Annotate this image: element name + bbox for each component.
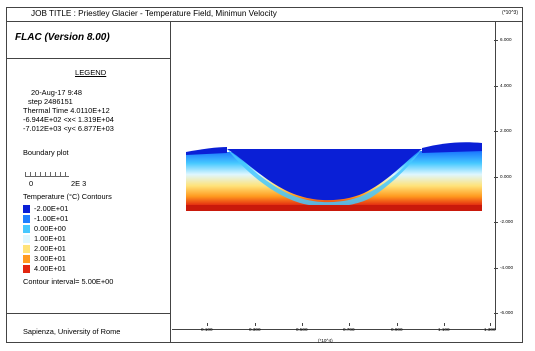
- boundary-scale-min: 0: [29, 179, 34, 188]
- x-tick-mark: [255, 323, 256, 326]
- temperature-field: [186, 142, 482, 211]
- step-count: step 2486151: [28, 97, 73, 106]
- contour-swatch: [23, 265, 30, 273]
- institution: Sapienza, University of Rome: [23, 327, 121, 336]
- x-tick-label: 0.300: [249, 327, 261, 332]
- y-tick-mark: [494, 268, 498, 269]
- y-tick-label: -6.000: [500, 310, 514, 315]
- contour-swatch: [23, 225, 30, 233]
- contour-label: -2.00E+01: [34, 204, 69, 213]
- y-tick-label: -4.000: [500, 265, 514, 270]
- thermal-time: Thermal Time 4.0110E+12: [23, 106, 110, 115]
- y-tick-mark: [494, 222, 498, 223]
- contour-label: 4.00E+01: [34, 264, 66, 273]
- y-range: -7.012E+03 <y< 6.877E+03: [23, 124, 114, 133]
- contour-swatch: [23, 215, 30, 223]
- hot-base: [186, 205, 482, 211]
- y-tick-mark: [494, 313, 498, 314]
- x-axis-scale-factor: (*10^4): [318, 338, 333, 343]
- ice-top-left: [186, 147, 227, 155]
- legend-heading: LEGEND: [75, 68, 107, 77]
- x-tick-mark: [444, 323, 445, 326]
- x-tick-label: 1.100: [438, 327, 450, 332]
- boundary-scale-ruler: [25, 170, 69, 177]
- y-tick-mark: [494, 177, 498, 178]
- contour-label: 3.00E+01: [34, 254, 66, 263]
- contour-label: 0.00E+00: [34, 224, 66, 233]
- contour-interval: Contour interval= 5.00E+00: [23, 277, 114, 286]
- contour-swatch: [23, 255, 30, 263]
- contour-label: -1.00E+01: [34, 214, 69, 223]
- software-version: FLAC (Version 8.00): [15, 32, 110, 43]
- contour-swatch: [23, 205, 30, 213]
- contour-label: 2.00E+01: [34, 244, 66, 253]
- contour-swatch: [23, 235, 30, 243]
- boundary-plot-label: Boundary plot: [23, 148, 69, 157]
- y-tick-mark: [494, 131, 498, 132]
- legend-panel: FLAC (Version 8.00) LEGEND 20-Aug-17 9:4…: [7, 22, 171, 343]
- divider: [7, 58, 170, 59]
- glacier-trough: [227, 149, 422, 201]
- contour-label: 1.00E+01: [34, 234, 66, 243]
- x-tick-mark: [490, 323, 491, 326]
- y-tick-label: 6.000: [500, 37, 512, 42]
- y-tick-label: -2.000: [500, 219, 514, 224]
- y-axis-scale-factor: (*10^3): [502, 10, 518, 16]
- run-date: 20-Aug-17 9:48: [31, 88, 82, 97]
- x-tick-label: 0.700: [343, 327, 355, 332]
- x-tick-mark: [207, 323, 208, 326]
- x-tick-label: 0.900: [391, 327, 403, 332]
- x-range: -6.944E+02 <x< 1.319E+04: [23, 115, 114, 124]
- job-title: JOB TITLE : Priestley Glacier - Temperat…: [31, 9, 277, 18]
- y-tick-mark: [494, 86, 498, 87]
- contours-title: Temperature (°C) Contours: [23, 192, 112, 201]
- ice-top-right: [422, 142, 482, 153]
- y-tick-mark: [494, 40, 498, 41]
- x-tick-mark: [397, 323, 398, 326]
- y-tick-label: 2.000: [500, 128, 512, 133]
- plot-area: [172, 21, 496, 330]
- x-tick-label: 1.300: [484, 327, 496, 332]
- y-tick-label: 4.000: [500, 83, 512, 88]
- x-tick-mark: [349, 323, 350, 326]
- boundary-scale-max: 2E 3: [71, 179, 87, 188]
- x-tick-label: 0.500: [296, 327, 308, 332]
- y-tick-label: 0.000: [500, 174, 512, 179]
- contour-swatch: [23, 245, 30, 253]
- x-tick-mark: [302, 323, 303, 326]
- trough-halo: [227, 149, 422, 207]
- title-bar: JOB TITLE : Priestley Glacier - Temperat…: [7, 8, 522, 22]
- x-tick-label: 0.100: [201, 327, 213, 332]
- divider: [7, 313, 170, 314]
